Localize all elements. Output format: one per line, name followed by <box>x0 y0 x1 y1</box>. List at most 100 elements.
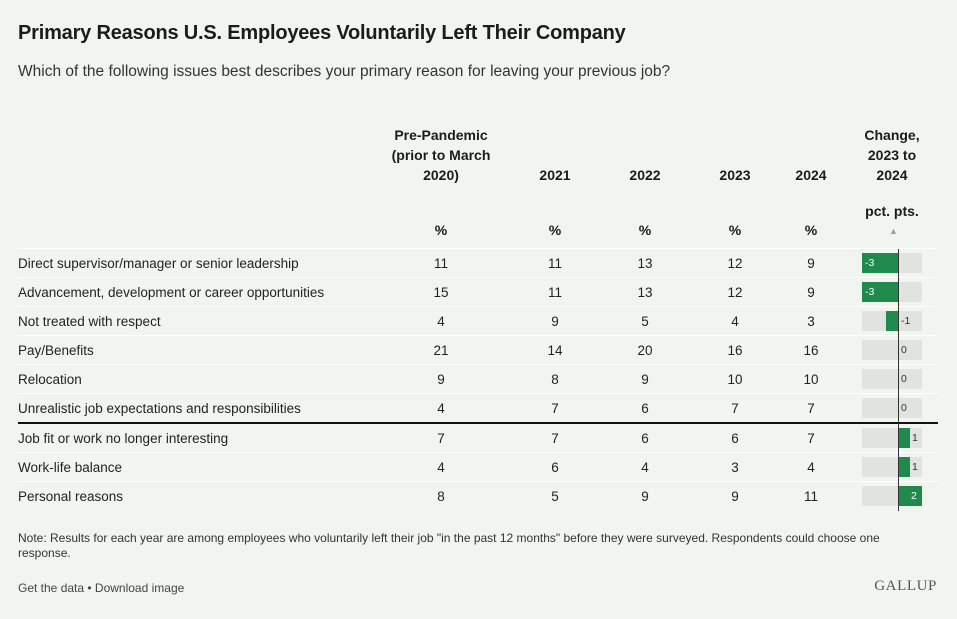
change-bar <box>862 253 898 273</box>
cell-value: 10 <box>803 372 819 387</box>
unit-2024: % <box>804 222 818 238</box>
cell-value: 12 <box>727 285 743 300</box>
row-divider <box>18 277 938 278</box>
row-divider <box>18 335 938 336</box>
cell-value: 3 <box>731 460 739 475</box>
cell-value: 21 <box>433 343 449 358</box>
change-bar <box>898 457 910 477</box>
change-label: 2 <box>911 490 917 502</box>
row-divider <box>18 393 938 394</box>
header-2021: 2021 <box>539 167 571 183</box>
header-change: Change, 2023 to 2024 <box>852 125 932 185</box>
row-divider <box>18 306 938 307</box>
footnote: Note: Results for each year are among em… <box>18 531 880 560</box>
cell-value: 9 <box>437 372 445 387</box>
change-bar <box>898 428 910 448</box>
unit-2023: % <box>728 222 742 238</box>
cell-value: 5 <box>641 314 649 329</box>
unit-pre: % <box>434 222 448 238</box>
cell-value: 10 <box>727 372 743 387</box>
row-label: Direct supervisor/manager or senior lead… <box>18 256 299 271</box>
cell-value: 13 <box>637 256 653 271</box>
header-pre-line3: 2020) <box>423 167 459 183</box>
cell-value: 14 <box>547 343 563 358</box>
change-label: -3 <box>865 257 875 269</box>
row-divider <box>18 481 938 482</box>
cell-value: 4 <box>437 460 445 475</box>
row-label: Work-life balance <box>18 460 123 475</box>
change-label: 1 <box>912 461 918 473</box>
cell-value: 6 <box>731 431 739 446</box>
row-label: Personal reasons <box>18 489 124 504</box>
cell-value: 13 <box>637 285 653 300</box>
change-bar <box>886 311 898 331</box>
change-label: -3 <box>865 286 875 298</box>
cell-value: 5 <box>551 489 559 504</box>
cell-value: 4 <box>641 460 649 475</box>
cell-value: 8 <box>551 372 559 387</box>
unit-2021: % <box>548 222 562 238</box>
row-label: Relocation <box>18 372 82 387</box>
cell-value: 9 <box>641 489 649 504</box>
cell-value: 7 <box>551 431 559 446</box>
row-label: Unrealistic job expectations and respons… <box>18 401 301 416</box>
change-bar-track <box>862 398 922 418</box>
change-label: 0 <box>901 373 907 385</box>
header-change-line1: Change, <box>864 127 920 143</box>
group-divider <box>18 422 938 424</box>
cell-value: 6 <box>551 460 559 475</box>
row-label: Pay/Benefits <box>18 343 94 358</box>
row-label: Advancement, development or career oppor… <box>18 285 325 300</box>
cell-value: 8 <box>437 489 445 504</box>
cell-value: 4 <box>437 314 445 329</box>
cell-value: 15 <box>433 285 449 300</box>
change-bar-track <box>862 340 922 360</box>
header-2024: 2024 <box>795 167 827 183</box>
change-bar-track <box>862 369 922 389</box>
change-label: -1 <box>901 315 911 327</box>
cell-value: 7 <box>437 431 445 446</box>
change-bar <box>862 282 898 302</box>
row-label: Not treated with respect <box>18 314 161 329</box>
cell-value: 11 <box>547 285 562 300</box>
cell-value: 11 <box>547 256 562 271</box>
cell-value: 20 <box>637 343 653 358</box>
footer-links[interactable]: Get the data • Download image <box>18 581 185 595</box>
change-bar <box>898 486 922 506</box>
unit-2022: % <box>638 222 652 238</box>
gallup-logo: GALLUP <box>874 578 937 594</box>
row-divider <box>18 248 938 249</box>
cell-value: 7 <box>807 431 815 446</box>
header-change-line2: 2023 to <box>867 147 917 163</box>
cell-value: 4 <box>437 401 445 416</box>
header-pre-line1: Pre-Pandemic <box>394 127 488 143</box>
cell-value: 9 <box>641 372 649 387</box>
cell-value: 16 <box>727 343 743 358</box>
header-2023: 2023 <box>719 167 751 183</box>
change-label: 0 <box>901 402 907 414</box>
cell-value: 3 <box>807 314 815 329</box>
cell-value: 4 <box>731 314 739 329</box>
cell-value: 9 <box>551 314 559 329</box>
header-pre-line2: (prior to March <box>391 147 491 163</box>
change-label: 1 <box>912 432 918 444</box>
cell-value: 9 <box>731 489 739 504</box>
row-divider <box>18 452 938 453</box>
cell-value: 12 <box>727 256 743 271</box>
cell-value: 6 <box>641 401 649 416</box>
cell-value: 11 <box>803 489 818 504</box>
cell-value: 7 <box>731 401 739 416</box>
row-label: Job fit or work no longer interesting <box>18 431 229 446</box>
chart-title: Primary Reasons U.S. Employees Voluntari… <box>18 22 626 44</box>
header-pre-pandemic: Pre-Pandemic (prior to March 2020) <box>375 125 507 185</box>
cell-value: 9 <box>807 285 815 300</box>
cell-value: 11 <box>433 256 448 271</box>
header-2022: 2022 <box>629 167 661 183</box>
sort-arrow-icon[interactable]: ▲ <box>889 226 898 236</box>
cell-value: 16 <box>803 343 819 358</box>
cell-value: 9 <box>807 256 815 271</box>
cell-value: 7 <box>551 401 559 416</box>
cell-value: 4 <box>807 460 815 475</box>
cell-value: 7 <box>807 401 815 416</box>
chart-subtitle: Which of the following issues best descr… <box>18 63 671 80</box>
